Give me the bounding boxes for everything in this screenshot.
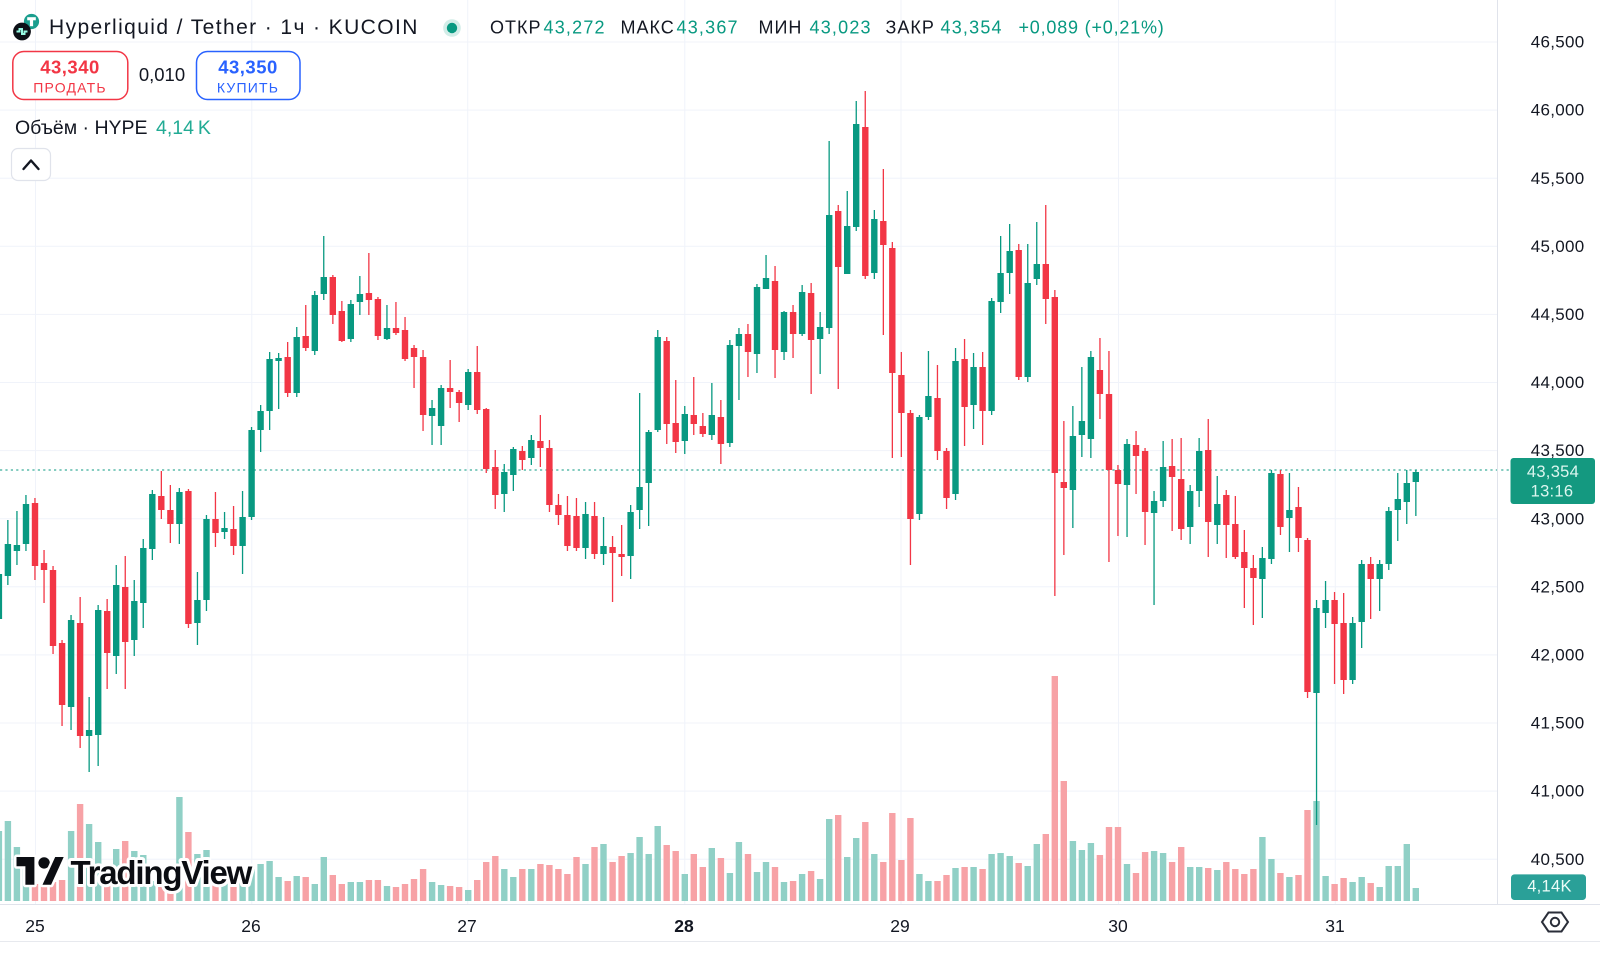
svg-text:46,000: 46,000 [1531, 101, 1585, 120]
svg-text:44,500: 44,500 [1531, 305, 1585, 324]
svg-text:КУПИТЬ: КУПИТЬ [217, 80, 279, 96]
svg-text:4,14K: 4,14K [1527, 878, 1572, 896]
svg-text:МАКС: МАКС [621, 18, 675, 38]
svg-text:ОТКР: ОТКР [490, 18, 542, 38]
svg-text:4,14 K: 4,14 K [156, 117, 211, 139]
svg-text:31: 31 [1325, 916, 1344, 936]
svg-text:43,500: 43,500 [1531, 441, 1585, 460]
svg-text:42,000: 42,000 [1531, 646, 1585, 665]
svg-text:TradingView: TradingView [71, 854, 253, 891]
svg-text:Hyperliquid / Tether · 1ч · KU: Hyperliquid / Tether · 1ч · KUCOIN [49, 16, 419, 39]
svg-text:46,500: 46,500 [1531, 33, 1585, 52]
svg-text:43,000: 43,000 [1531, 509, 1585, 528]
svg-text:44,000: 44,000 [1531, 373, 1585, 392]
svg-text:45,500: 45,500 [1531, 169, 1585, 188]
svg-text:0,010: 0,010 [139, 64, 185, 85]
svg-text:25: 25 [25, 916, 44, 936]
svg-text:43,350: 43,350 [218, 57, 278, 78]
svg-text:43,023: 43,023 [810, 18, 872, 38]
svg-text:27: 27 [457, 916, 476, 936]
svg-text:41,000: 41,000 [1531, 782, 1585, 801]
svg-text:ПРОДАТЬ: ПРОДАТЬ [33, 80, 107, 96]
svg-text:41,500: 41,500 [1531, 714, 1585, 733]
svg-text:43,272: 43,272 [544, 18, 606, 38]
svg-text:МИН: МИН [759, 18, 803, 38]
svg-text:40,500: 40,500 [1531, 850, 1585, 869]
svg-text:43,367: 43,367 [677, 18, 739, 38]
svg-text:Объём · HYPE: Объём · HYPE [15, 117, 148, 139]
svg-text:43,354: 43,354 [941, 18, 1003, 38]
svg-text:42,500: 42,500 [1531, 577, 1585, 596]
svg-text:26: 26 [241, 916, 260, 936]
svg-text:+0,089 (+0,21%): +0,089 (+0,21%) [1019, 18, 1165, 38]
svg-text:45,000: 45,000 [1531, 237, 1585, 256]
svg-text:13:16: 13:16 [1531, 483, 1574, 501]
svg-text:29: 29 [890, 916, 909, 936]
svg-text:30: 30 [1108, 916, 1128, 936]
svg-text:ЗАКР: ЗАКР [886, 18, 935, 38]
svg-text:43,340: 43,340 [40, 57, 100, 78]
svg-text:43,354: 43,354 [1527, 463, 1579, 481]
svg-text:28: 28 [674, 916, 694, 936]
